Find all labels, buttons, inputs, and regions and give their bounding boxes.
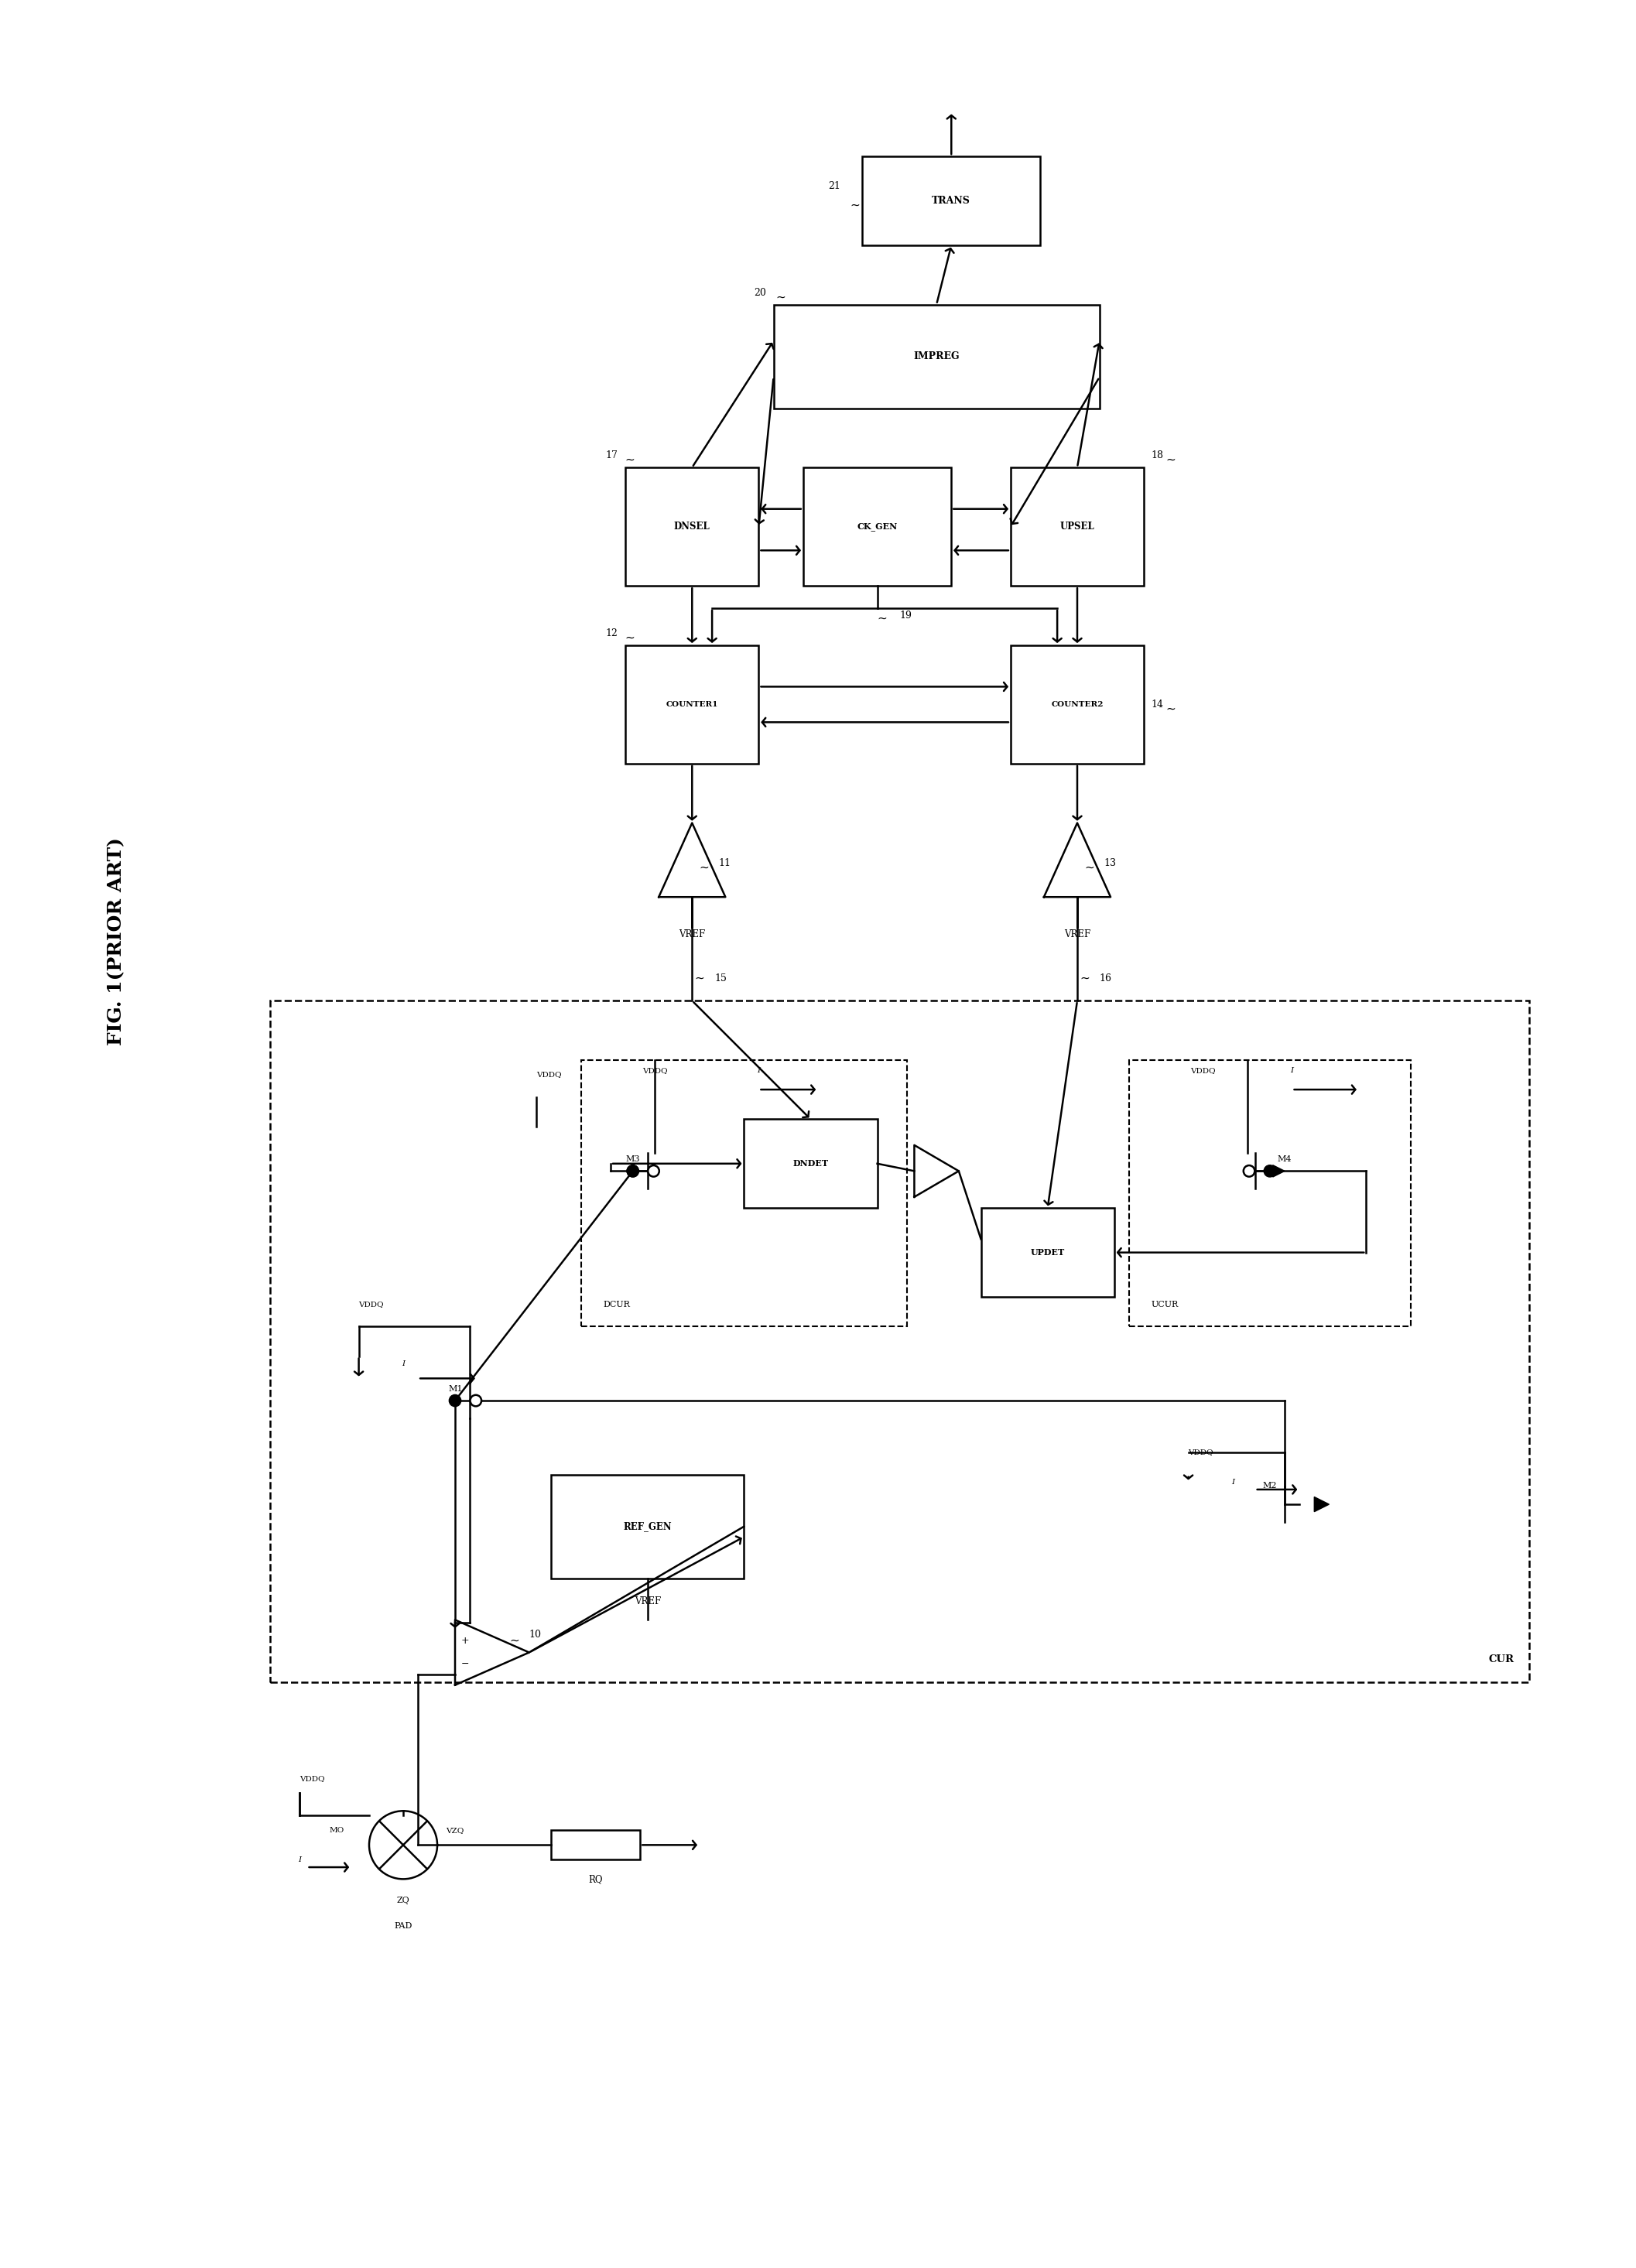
Text: 14: 14 bbox=[1152, 699, 1163, 710]
Text: 17: 17 bbox=[605, 451, 618, 460]
Text: DNSEL: DNSEL bbox=[674, 522, 710, 531]
Text: ~: ~ bbox=[851, 200, 861, 211]
Text: 10: 10 bbox=[528, 1631, 542, 1640]
Bar bbox=[1011, 467, 1144, 585]
Text: 20: 20 bbox=[754, 288, 766, 297]
Text: I: I bbox=[401, 1361, 404, 1368]
Bar bbox=[744, 1118, 877, 1209]
Bar bbox=[551, 1830, 640, 1860]
Circle shape bbox=[450, 1395, 461, 1406]
Text: CUR: CUR bbox=[1489, 1653, 1515, 1665]
Bar bbox=[774, 304, 1099, 408]
Bar bbox=[982, 1209, 1114, 1297]
Text: VDDQ: VDDQ bbox=[358, 1302, 384, 1309]
Text: UCUR: UCUR bbox=[1152, 1302, 1178, 1309]
Text: COUNTER2: COUNTER2 bbox=[1050, 701, 1103, 708]
Polygon shape bbox=[1273, 1166, 1284, 1177]
Text: MO: MO bbox=[329, 1826, 344, 1833]
Text: VZQ: VZQ bbox=[447, 1826, 465, 1833]
Text: I: I bbox=[1232, 1479, 1235, 1486]
Circle shape bbox=[627, 1166, 638, 1177]
Text: 16: 16 bbox=[1099, 973, 1112, 984]
Text: VDDQ: VDDQ bbox=[1188, 1449, 1214, 1456]
Circle shape bbox=[370, 1810, 437, 1880]
Text: DCUR: DCUR bbox=[604, 1302, 630, 1309]
Text: −: − bbox=[461, 1660, 470, 1669]
Text: VREF: VREF bbox=[1063, 930, 1091, 939]
Text: TRANS: TRANS bbox=[933, 195, 970, 206]
Text: VREF: VREF bbox=[679, 930, 705, 939]
Text: 11: 11 bbox=[718, 857, 731, 869]
Text: VDDQ: VDDQ bbox=[299, 1776, 326, 1783]
Circle shape bbox=[470, 1395, 481, 1406]
Text: ~: ~ bbox=[625, 454, 635, 465]
Bar bbox=[551, 1474, 744, 1579]
Bar bbox=[862, 156, 1040, 245]
Text: ZQ: ZQ bbox=[396, 1896, 409, 1905]
Text: I: I bbox=[757, 1068, 761, 1075]
Text: ~: ~ bbox=[695, 973, 705, 984]
Text: 18: 18 bbox=[1152, 451, 1163, 460]
Polygon shape bbox=[1314, 1497, 1328, 1513]
Text: I: I bbox=[1291, 1068, 1294, 1075]
Bar bbox=[1129, 1059, 1410, 1327]
Text: ~: ~ bbox=[1085, 862, 1094, 873]
Text: M1: M1 bbox=[448, 1386, 463, 1393]
Text: ~: ~ bbox=[625, 633, 635, 644]
Text: 12: 12 bbox=[605, 628, 618, 637]
Text: ~: ~ bbox=[1165, 454, 1176, 465]
Text: REF_GEN: REF_GEN bbox=[623, 1522, 672, 1531]
Text: PAD: PAD bbox=[394, 1921, 412, 1930]
Text: VDDQ: VDDQ bbox=[1191, 1068, 1216, 1075]
Circle shape bbox=[627, 1166, 638, 1177]
Text: VREF: VREF bbox=[635, 1597, 661, 1606]
Bar bbox=[625, 644, 759, 764]
Text: VDDQ: VDDQ bbox=[643, 1068, 667, 1075]
Text: IMPREG: IMPREG bbox=[913, 352, 960, 361]
Text: ~: ~ bbox=[509, 1635, 519, 1647]
Text: 15: 15 bbox=[715, 973, 726, 984]
Text: UPSEL: UPSEL bbox=[1060, 522, 1094, 531]
Text: ~: ~ bbox=[877, 612, 887, 624]
Text: UPDET: UPDET bbox=[1031, 1247, 1065, 1256]
Text: 13: 13 bbox=[1104, 857, 1116, 869]
Text: RQ: RQ bbox=[589, 1876, 604, 1885]
Bar bbox=[270, 1000, 1530, 1683]
Text: VDDQ: VDDQ bbox=[537, 1070, 561, 1077]
Text: ~: ~ bbox=[1080, 973, 1090, 984]
Text: FIG. 1(PRIOR ART): FIG. 1(PRIOR ART) bbox=[106, 837, 126, 1046]
Text: M4: M4 bbox=[1278, 1154, 1291, 1163]
Text: ~: ~ bbox=[775, 290, 785, 304]
Text: ~: ~ bbox=[699, 862, 708, 873]
Text: I: I bbox=[298, 1855, 301, 1864]
Text: DNDET: DNDET bbox=[793, 1159, 828, 1168]
Circle shape bbox=[648, 1166, 659, 1177]
Bar bbox=[803, 467, 951, 585]
Circle shape bbox=[1243, 1166, 1255, 1177]
Text: CK_GEN: CK_GEN bbox=[857, 522, 898, 531]
Text: COUNTER1: COUNTER1 bbox=[666, 701, 718, 708]
Bar bbox=[1011, 644, 1144, 764]
Text: M3: M3 bbox=[627, 1154, 640, 1163]
Text: ~: ~ bbox=[1165, 703, 1176, 714]
Text: 21: 21 bbox=[828, 181, 841, 191]
Text: M2: M2 bbox=[1263, 1481, 1278, 1490]
Bar bbox=[581, 1059, 906, 1327]
Bar bbox=[625, 467, 759, 585]
Text: +: + bbox=[461, 1635, 470, 1647]
Text: 19: 19 bbox=[900, 610, 911, 621]
Circle shape bbox=[1265, 1166, 1276, 1177]
